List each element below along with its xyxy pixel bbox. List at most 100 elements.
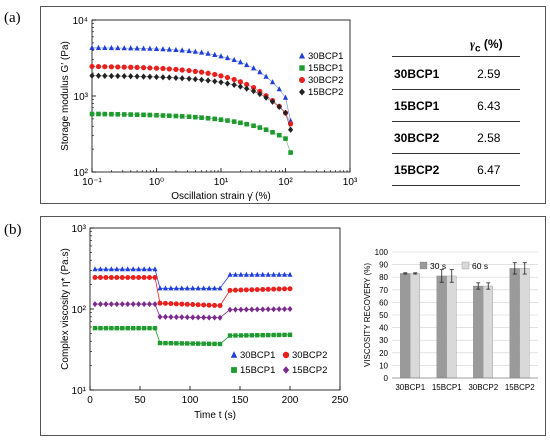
- data-point: [147, 73, 153, 80]
- legend-label: 15BCP2: [292, 365, 327, 376]
- data-point: [119, 274, 125, 280]
- data-point: [271, 306, 277, 313]
- data-point: [154, 112, 159, 118]
- y-tick-label: 100: [375, 248, 389, 257]
- data-point: [141, 266, 147, 272]
- bar: [473, 285, 483, 379]
- data-point: [102, 72, 108, 79]
- data-point: [193, 114, 198, 120]
- data-point: [173, 314, 179, 321]
- data-point: [198, 49, 205, 55]
- data-point: [192, 76, 198, 83]
- data-point: [160, 65, 166, 72]
- data-point: [108, 301, 114, 308]
- data-point: [192, 68, 198, 74]
- data-point: [160, 74, 166, 81]
- data-point: [184, 285, 190, 291]
- data-point: [173, 66, 179, 72]
- data-point: [157, 313, 163, 320]
- data-point: [206, 285, 212, 291]
- data-point: [244, 333, 249, 338]
- data-point: [269, 98, 276, 105]
- data-point: [238, 333, 244, 338]
- data-point: [201, 314, 207, 321]
- data-point: [174, 341, 179, 346]
- data-point: [147, 266, 153, 272]
- data-point: [270, 129, 275, 135]
- table-header: γc (%): [470, 37, 503, 54]
- data-point: [162, 300, 168, 306]
- data-point: [108, 274, 114, 280]
- data-point: [157, 340, 163, 346]
- data-point: [125, 301, 131, 308]
- table-cell-value: 6.43: [467, 89, 520, 122]
- data-point: [173, 285, 179, 291]
- data-point: [167, 113, 172, 119]
- data-point: [190, 285, 196, 291]
- table-row: 30BCP1 2.59: [392, 58, 520, 90]
- data-point: [243, 287, 249, 293]
- x-tick-label: 200: [282, 395, 299, 406]
- data-point: [287, 286, 293, 292]
- data-point: [140, 65, 147, 71]
- data-point: [114, 301, 120, 308]
- data-point: [263, 73, 269, 79]
- legend-label: 30BCP2: [292, 350, 327, 361]
- data-point: [212, 341, 217, 347]
- legend-marker: [282, 366, 290, 374]
- data-point: [114, 266, 120, 272]
- data-point: [271, 332, 276, 338]
- data-point: [89, 72, 95, 79]
- legend-label: 60 s: [472, 261, 488, 271]
- data-point: [231, 81, 237, 88]
- data-point: [232, 287, 238, 293]
- data-point: [130, 301, 136, 308]
- table-row: 15BCP2 6.47: [392, 153, 520, 186]
- data-point: [260, 306, 266, 313]
- panel-b-label: (b): [4, 222, 22, 238]
- data-point: [198, 69, 205, 75]
- data-point: [195, 285, 201, 291]
- data-point: [201, 302, 207, 308]
- data-point: [250, 84, 257, 91]
- data-point: [92, 301, 98, 308]
- x-tick-label: 10²: [278, 177, 293, 188]
- series-step: [219, 274, 231, 289]
- data-point: [173, 301, 179, 307]
- data-point: [198, 76, 205, 83]
- data-point: [250, 65, 257, 71]
- x-tick-label: 15BCP1: [432, 383, 462, 392]
- data-point: [109, 111, 114, 117]
- data-point: [227, 306, 233, 313]
- data-point: [103, 325, 109, 331]
- data-point: [163, 340, 168, 346]
- data-point: [205, 115, 211, 121]
- data-point: [265, 286, 271, 292]
- x-tick-label: 50: [134, 395, 146, 406]
- data-point: [201, 341, 206, 346]
- data-point: [173, 74, 179, 81]
- data-point: [205, 50, 211, 56]
- data-point: [134, 64, 140, 70]
- data-point: [232, 271, 238, 277]
- series-step: [154, 328, 161, 344]
- data-point: [186, 47, 192, 54]
- data-point: [147, 112, 153, 118]
- y-tick-label: 10³: [72, 224, 87, 235]
- data-point: [243, 306, 249, 313]
- data-point: [168, 314, 174, 321]
- data-point: [130, 266, 136, 272]
- data-point: [147, 65, 153, 71]
- legend-marker: [230, 351, 238, 358]
- data-point: [166, 66, 172, 72]
- data-point: [128, 112, 133, 117]
- data-point: [162, 285, 168, 291]
- data-point: [121, 73, 127, 80]
- data-point: [244, 85, 250, 92]
- data-point: [136, 301, 142, 308]
- data-point: [227, 333, 233, 338]
- data-point: [115, 72, 121, 80]
- data-point: [206, 314, 212, 321]
- legend-swatch: [461, 261, 470, 270]
- data-point: [212, 285, 218, 291]
